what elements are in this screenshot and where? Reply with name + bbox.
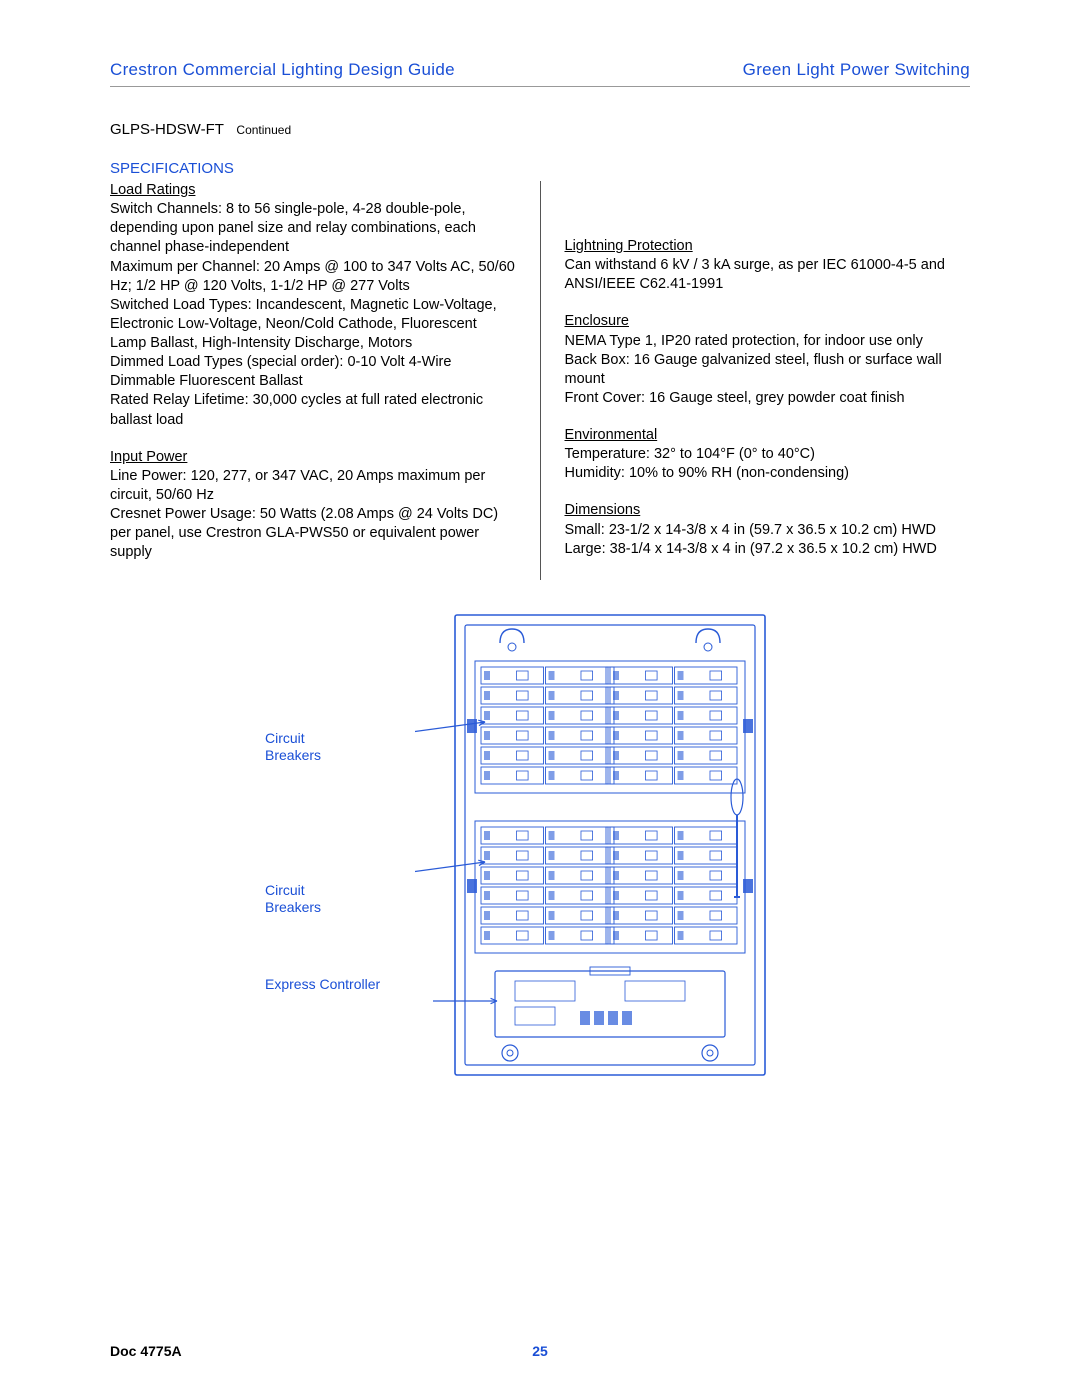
spec-columns: Load Ratings Switch Channels: 8 to 56 si… bbox=[110, 181, 970, 580]
spec-text: Back Box: 16 Gauge galvanized steel, flu… bbox=[565, 351, 971, 389]
model-name: GLPS-HDSW-FT bbox=[110, 121, 224, 138]
spec-text: Line Power: 120, 277, or 347 VAC, 20 Amp… bbox=[110, 467, 516, 505]
lightning-heading: Lightning Protection bbox=[565, 237, 971, 256]
spec-text: Humidity: 10% to 90% RH (non-condensing) bbox=[565, 464, 971, 483]
lightning-block: Lightning Protection Can withstand 6 kV … bbox=[565, 237, 971, 294]
page-header: Crestron Commercial Lighting Design Guid… bbox=[110, 60, 970, 87]
load-ratings-heading: Load Ratings bbox=[110, 181, 516, 200]
spec-text: Dimmed Load Types (special order): 0-10 … bbox=[110, 353, 516, 391]
spec-text: Maximum per Channel: 20 Amps @ 100 to 34… bbox=[110, 258, 516, 296]
spec-text: Can withstand 6 kV / 3 kA surge, as per … bbox=[565, 256, 971, 294]
spec-text: NEMA Type 1, IP20 rated protection, for … bbox=[565, 332, 971, 351]
callout-circuit-breakers-1a: Circuit bbox=[265, 730, 305, 746]
spec-text: Front Cover: 16 Gauge steel, grey powder… bbox=[565, 389, 971, 408]
diagram-callouts: Circuit Breakers Circuit Breakers Expres… bbox=[265, 610, 415, 992]
input-power-block: Input Power Line Power: 120, 277, or 347… bbox=[110, 448, 516, 563]
specifications-title: SPECIFICATIONS bbox=[110, 160, 970, 177]
spec-text: Switch Channels: 8 to 56 single-pole, 4-… bbox=[110, 200, 516, 257]
header-right: Green Light Power Switching bbox=[743, 60, 970, 80]
footer-doc: Doc 4775A bbox=[110, 1343, 182, 1359]
spec-text: Temperature: 32° to 104°F (0° to 40°C) bbox=[565, 445, 971, 464]
panel-diagram bbox=[415, 610, 815, 1080]
enclosure-heading: Enclosure bbox=[565, 312, 971, 331]
spec-text: Switched Load Types: Incandescent, Magne… bbox=[110, 296, 516, 353]
callout-express-controller: Express Controller bbox=[265, 976, 380, 992]
spec-text: Cresnet Power Usage: 50 Watts (2.08 Amps… bbox=[110, 505, 516, 562]
callout-circuit-breakers-1b: Breakers bbox=[265, 747, 321, 763]
spec-text: Small: 23-1/2 x 14-3/8 x 4 in (59.7 x 36… bbox=[565, 521, 971, 540]
footer-page: 25 bbox=[532, 1343, 548, 1359]
right-column: Lightning Protection Can withstand 6 kV … bbox=[541, 181, 971, 580]
load-ratings-block: Load Ratings Switch Channels: 8 to 56 si… bbox=[110, 181, 516, 430]
dimensions-block: Dimensions Small: 23-1/2 x 14-3/8 x 4 in… bbox=[565, 501, 971, 558]
page-footer: Doc 4775A 25 bbox=[110, 1343, 970, 1359]
left-column: Load Ratings Switch Channels: 8 to 56 si… bbox=[110, 181, 541, 580]
header-left: Crestron Commercial Lighting Design Guid… bbox=[110, 60, 455, 80]
enclosure-block: Enclosure NEMA Type 1, IP20 rated protec… bbox=[565, 312, 971, 408]
model-continued: Continued bbox=[236, 123, 291, 137]
spec-text: Rated Relay Lifetime: 30,000 cycles at f… bbox=[110, 391, 516, 429]
callout-circuit-breakers-2b: Breakers bbox=[265, 899, 321, 915]
environmental-heading: Environmental bbox=[565, 426, 971, 445]
diagram-area: Circuit Breakers Circuit Breakers Expres… bbox=[110, 610, 970, 1080]
input-power-heading: Input Power bbox=[110, 448, 516, 467]
callout-circuit-breakers-2a: Circuit bbox=[265, 882, 305, 898]
spec-text: Large: 38-1/4 x 14-3/8 x 4 in (97.2 x 36… bbox=[565, 540, 971, 559]
environmental-block: Environmental Temperature: 32° to 104°F … bbox=[565, 426, 971, 483]
model-line: GLPS-HDSW-FT Continued bbox=[110, 121, 970, 138]
dimensions-heading: Dimensions bbox=[565, 501, 971, 520]
